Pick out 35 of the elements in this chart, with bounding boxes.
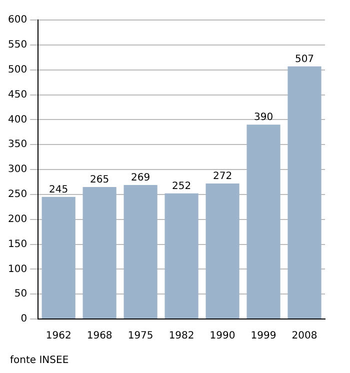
- data-label: 269: [131, 172, 150, 184]
- y-tick-label: 450: [8, 89, 28, 100]
- bar: [246, 124, 280, 318]
- x-tick-label: 1968: [86, 330, 112, 342]
- y-tick-label: 550: [8, 40, 28, 51]
- y-tick-label: 300: [8, 164, 28, 176]
- data-label: 272: [212, 171, 232, 182]
- bar: [164, 193, 198, 318]
- data-label: 245: [49, 184, 68, 196]
- y-tick-label: 400: [8, 114, 28, 126]
- data-label: 390: [254, 112, 274, 124]
- bar: [82, 186, 116, 318]
- data-label: 252: [172, 181, 192, 192]
- bar: [288, 66, 322, 318]
- y-tick-label: 500: [8, 64, 28, 76]
- x-tick-label: 1990: [210, 330, 236, 342]
- bar: [124, 184, 158, 318]
- source-note: fonte INSEE: [10, 355, 69, 366]
- bar: [206, 183, 240, 318]
- y-tick-label: 200: [8, 214, 28, 225]
- x-tick-label: 2008: [292, 330, 318, 342]
- x-tick-label: 1982: [168, 330, 194, 342]
- data-label: 507: [294, 54, 314, 65]
- y-tick-label: 0: [20, 314, 28, 325]
- y-tick-label: 100: [8, 264, 28, 275]
- y-tick-label: 150: [8, 238, 28, 250]
- bar: [42, 196, 76, 318]
- y-tick-label: 50: [14, 288, 28, 300]
- y-tick-label: 250: [8, 189, 28, 200]
- y-tick-label: 600: [8, 14, 28, 26]
- data-label: 265: [90, 174, 110, 186]
- y-tick-label: 350: [8, 139, 28, 150]
- x-tick-label: 1999: [250, 330, 276, 342]
- x-tick-label: 1975: [128, 330, 154, 342]
- x-tick-label: 1962: [46, 330, 72, 342]
